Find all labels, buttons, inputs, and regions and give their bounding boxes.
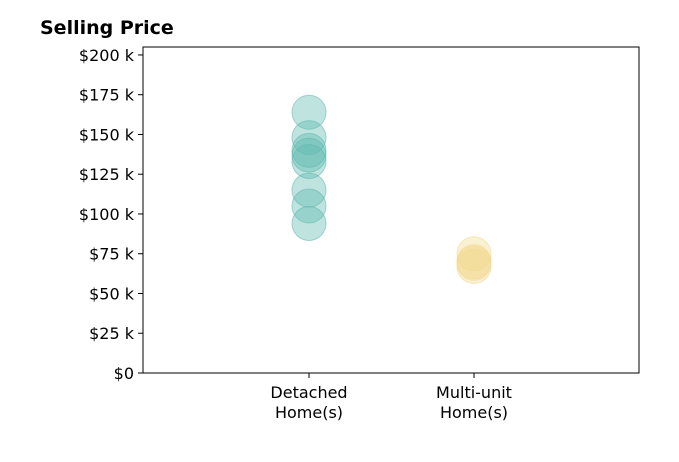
data-points: [291, 94, 492, 284]
y-tick-label: $200 k: [79, 46, 135, 65]
x-tick-label: Home(s): [275, 403, 343, 422]
chart-title: Selling Price: [40, 17, 174, 39]
data-point: [456, 248, 492, 284]
x-tick-label: Detached: [270, 383, 347, 402]
y-tick-label: $100 k: [79, 205, 135, 224]
y-tick-label: $75 k: [89, 245, 135, 264]
y-axis: $0 $25 k $50 k $75 k $100 k $125 k $150 k $175 …: [79, 46, 143, 383]
y-tick-label: $0: [114, 364, 134, 383]
x-tick-label: Home(s): [440, 403, 508, 422]
y-tick-label: $150 k: [79, 125, 135, 144]
plot-area: [142, 46, 640, 374]
y-tick-label: $50 k: [89, 284, 135, 303]
y-tick-label: $125 k: [79, 165, 135, 184]
x-tick-label: Multi-unit: [436, 383, 512, 402]
y-tick-label: $175 k: [79, 86, 135, 105]
y-tick-label: $25 k: [89, 324, 135, 343]
data-point: [291, 132, 327, 168]
data-point: [291, 94, 327, 130]
data-point: [291, 172, 327, 208]
data-point: [291, 206, 327, 242]
data-point: [456, 236, 492, 272]
data-point: [291, 143, 327, 179]
